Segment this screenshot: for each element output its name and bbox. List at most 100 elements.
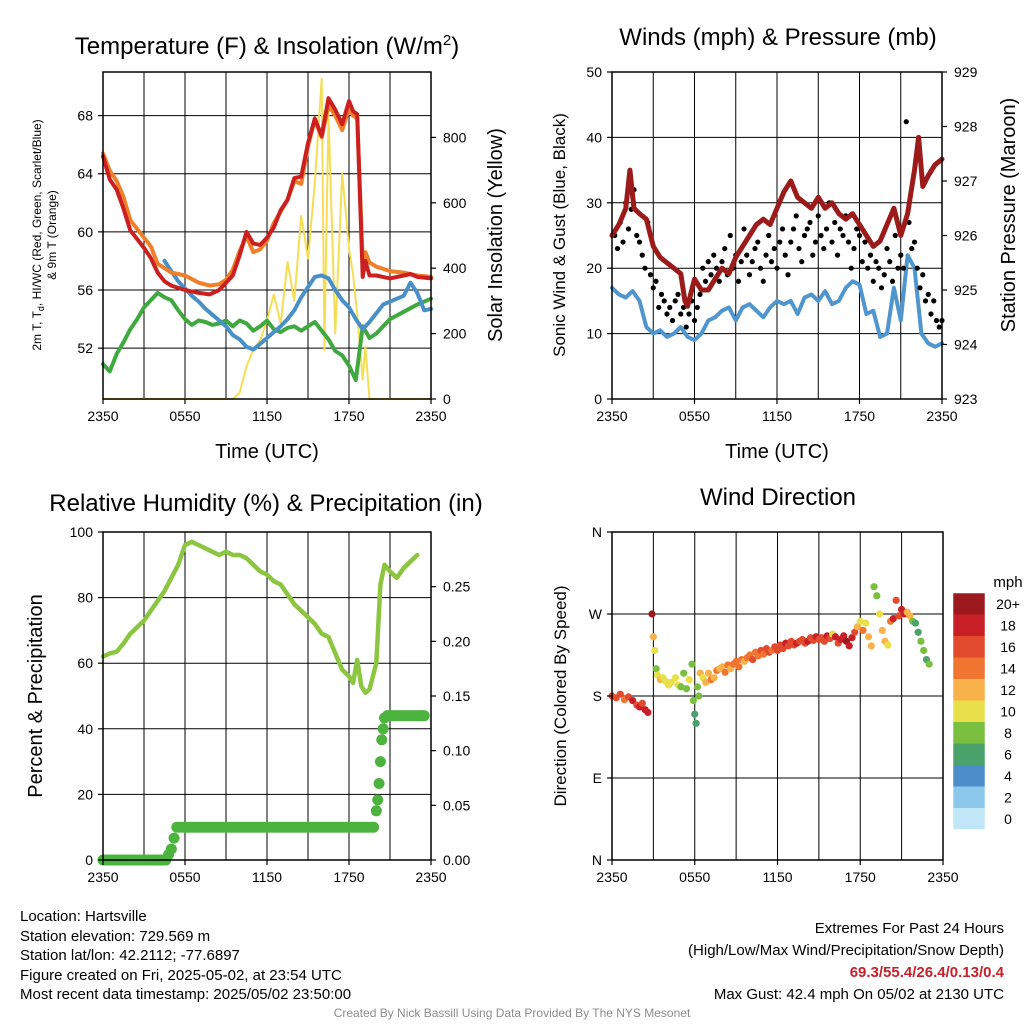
x-tick-label: 1750 bbox=[333, 869, 364, 885]
gust-point bbox=[873, 259, 879, 265]
colorbar-swatch bbox=[953, 700, 985, 722]
humidity-tick-labels: 2350 0550 1150 1750 23500204060801000.000.05… bbox=[70, 524, 471, 885]
precipitation-point bbox=[374, 756, 386, 768]
insolation-ylabel: Solar Insolation (Yellow) bbox=[485, 128, 507, 342]
gust-point bbox=[810, 252, 816, 258]
gust-point bbox=[779, 226, 786, 232]
wind-direction-point bbox=[873, 592, 881, 600]
precipitation-point bbox=[373, 777, 385, 789]
temperature-title: Temperature (F) & Insolation (W/m2) bbox=[75, 32, 459, 60]
colorbar-label: 4 bbox=[1004, 768, 1012, 784]
y2-tick-label: 924 bbox=[954, 337, 978, 353]
winds-title: Winds (mph) & Pressure (mb) bbox=[619, 24, 936, 51]
temperature-2m-line bbox=[101, 96, 433, 297]
gust-point bbox=[854, 226, 860, 232]
y2-tick-label: 200 bbox=[443, 326, 467, 342]
wind-direction-point bbox=[859, 626, 867, 635]
gust-point bbox=[735, 278, 742, 284]
wind-direction-point bbox=[911, 619, 920, 627]
gust-point bbox=[639, 252, 645, 258]
gust-point bbox=[881, 272, 887, 278]
wind-direction-point bbox=[760, 650, 768, 658]
humidity-gridlines bbox=[103, 532, 431, 860]
x-tick-label: 0550 bbox=[169, 869, 200, 885]
winds-ylabel: Sonic Wind & Gust (Blue, Black) bbox=[550, 113, 569, 357]
gust-point bbox=[925, 291, 931, 297]
colorbar-swatch bbox=[953, 808, 985, 830]
wind-direction-point bbox=[629, 696, 637, 705]
gust-point bbox=[801, 232, 808, 239]
gust-point bbox=[782, 252, 788, 258]
gust-point bbox=[738, 259, 744, 265]
winds-xlabel: Time (UTC) bbox=[725, 441, 829, 463]
gust-point bbox=[793, 213, 799, 219]
x-tick-label: 2350 bbox=[415, 869, 446, 885]
wind-direction-point bbox=[878, 626, 886, 635]
wind-direction-point bbox=[889, 614, 897, 623]
y2-tick-label: 0 bbox=[443, 391, 451, 407]
wind-direction-point bbox=[870, 583, 878, 591]
heat-index-wind-chill-line bbox=[162, 258, 433, 352]
wind-direction-point bbox=[754, 652, 762, 660]
gust-point bbox=[669, 317, 676, 324]
wind-direction-point bbox=[867, 642, 875, 650]
gust-point bbox=[636, 239, 643, 245]
colorbar-swatch bbox=[953, 679, 985, 701]
y2-tick-label: 0.20 bbox=[443, 633, 470, 649]
wind-direction-point bbox=[704, 669, 713, 677]
y2-tick-label: 923 bbox=[954, 391, 978, 407]
y-tick-label: S bbox=[593, 688, 602, 704]
x-tick-label: 1150 bbox=[252, 869, 282, 885]
wind-direction-point bbox=[862, 619, 870, 627]
colorbar-label: 14 bbox=[1000, 660, 1016, 676]
wind-direction-title: Wind Direction bbox=[700, 484, 856, 511]
y-tick-label: 52 bbox=[77, 340, 93, 356]
wind-direction-point bbox=[652, 665, 660, 673]
wind-direction-point bbox=[875, 610, 884, 618]
gust-point bbox=[752, 245, 758, 252]
x-tick-label: 2350 bbox=[596, 408, 627, 424]
colorbar-swatch bbox=[953, 614, 985, 636]
gust-point bbox=[650, 285, 656, 291]
gust-point bbox=[931, 298, 937, 304]
gust-point bbox=[807, 219, 813, 226]
y2-tick-label: 927 bbox=[954, 173, 978, 189]
gust-point bbox=[678, 311, 684, 317]
gust-point bbox=[898, 252, 904, 258]
gust-point bbox=[771, 245, 777, 252]
wind-direction-point bbox=[848, 634, 856, 642]
wind-direction-point bbox=[710, 674, 718, 682]
wind-direction-point bbox=[680, 669, 688, 677]
gust-point bbox=[757, 265, 764, 271]
wind-direction-point bbox=[917, 637, 925, 645]
station-elevation: Station elevation: 729.569 m bbox=[20, 927, 211, 945]
gust-point bbox=[661, 298, 667, 304]
gust-point bbox=[859, 259, 865, 265]
gust-point bbox=[614, 245, 621, 252]
station-location: Location: Hartsville bbox=[20, 908, 147, 925]
gust-point bbox=[647, 272, 654, 278]
gust-point bbox=[672, 298, 678, 304]
gust-point bbox=[642, 265, 648, 271]
wind-direction-point bbox=[853, 623, 862, 631]
x-tick-label: 1150 bbox=[252, 408, 282, 424]
gust-point bbox=[845, 239, 852, 245]
y2-tick-label: 0.25 bbox=[443, 579, 470, 595]
wind-direction-point bbox=[884, 641, 892, 649]
gust-point bbox=[870, 278, 876, 284]
gust-point bbox=[892, 232, 898, 239]
wind-direction-point bbox=[688, 660, 696, 668]
colorbar-label: 10 bbox=[1000, 703, 1016, 719]
gust-point bbox=[722, 245, 728, 252]
gust-point bbox=[711, 252, 717, 258]
wind-speed-line bbox=[610, 253, 944, 349]
precipitation-point bbox=[372, 794, 384, 806]
gust-point bbox=[664, 311, 670, 317]
y-tick-label: 20 bbox=[586, 260, 602, 276]
precipitation-point bbox=[418, 710, 430, 722]
gust-point bbox=[804, 226, 810, 232]
gust-point bbox=[834, 252, 841, 258]
colorbar-swatch bbox=[953, 657, 985, 679]
gust-point bbox=[823, 226, 830, 232]
wind-direction-point bbox=[651, 646, 659, 655]
